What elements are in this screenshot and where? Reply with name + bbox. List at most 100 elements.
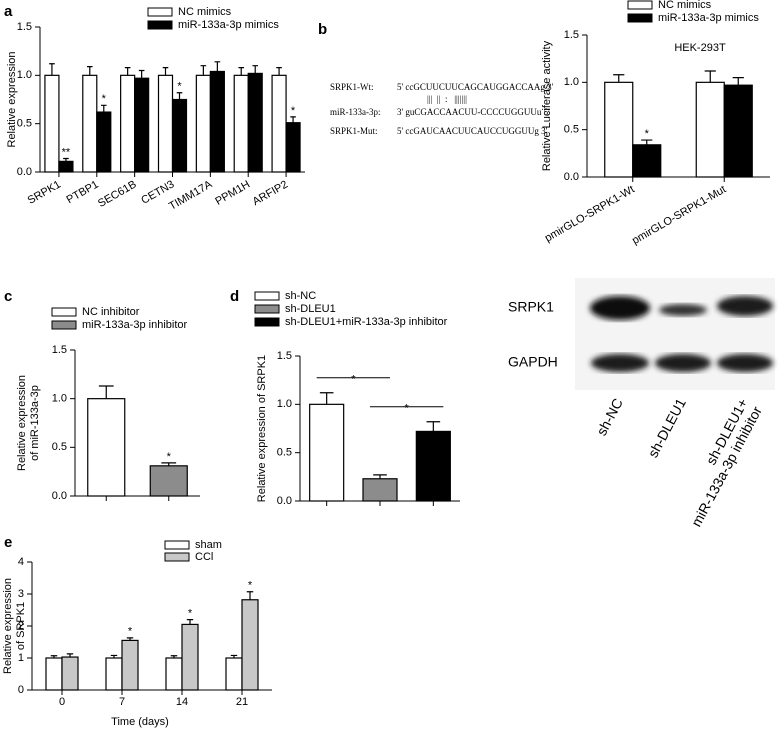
bar — [233, 74, 249, 173]
sequence-text: 5' ccGCUUCUUCAGCAUGGACCAAg 3' — [397, 82, 554, 92]
blot-background — [575, 278, 775, 390]
bar — [171, 98, 188, 173]
bar — [309, 403, 345, 502]
y-tick-label: 3 — [18, 588, 24, 600]
y-tick-label: 1.5 — [17, 21, 32, 33]
y-tick-label: 1.0 — [17, 69, 32, 81]
legend-swatch — [51, 307, 77, 317]
bar — [58, 160, 74, 173]
x-tick-label: SEC61B — [96, 178, 139, 209]
bar — [241, 599, 259, 691]
bar — [723, 84, 753, 178]
bar — [285, 122, 301, 173]
legend-label: sh-DLEU1+miR-133a-3p inhibitor — [285, 316, 448, 328]
legend-label: sh-NC — [285, 290, 316, 302]
bar — [695, 81, 725, 178]
error-bar — [186, 619, 194, 625]
bar — [121, 639, 139, 691]
sequence-text: 5' ccGAUCAACUUCAUCCUGGUUg 3' — [397, 126, 548, 136]
y-tick-label: 1.5 — [52, 344, 67, 356]
x-tick-label: TIMM17A — [167, 178, 215, 213]
bar — [82, 74, 98, 173]
blot-band — [655, 354, 711, 372]
legend-label: sham — [195, 539, 222, 551]
bar — [44, 74, 60, 173]
blot-lane-label: sh-DLEU1 — [644, 395, 689, 460]
legend-swatch — [51, 320, 77, 330]
bar — [195, 74, 211, 173]
error-bar — [161, 462, 177, 466]
blot-lane-label: sh-NC — [593, 396, 626, 439]
y-tick-label: 0.5 — [52, 441, 67, 453]
x-tick-label: pmirGLO-SRPK1-Mut — [630, 183, 728, 247]
legend-label: miR-133a-3p inhibitor — [82, 319, 187, 331]
bracket-label: * — [405, 403, 410, 415]
y-tick-label: 1.0 — [52, 393, 67, 405]
blot-band — [717, 354, 773, 372]
bar — [105, 657, 123, 691]
error-bar — [252, 65, 259, 74]
significance: * — [645, 128, 650, 140]
y-axis-label: of SRPK1 — [15, 602, 27, 650]
bar — [362, 478, 398, 502]
bar — [157, 74, 174, 173]
error-bar — [63, 157, 69, 162]
sequence-label: SRPK1-Mut: — [330, 126, 378, 136]
error-bar — [86, 66, 93, 76]
error-bar — [246, 591, 254, 600]
panel-label: b — [318, 21, 327, 38]
error-bar — [138, 69, 145, 79]
error-bar — [732, 77, 744, 86]
legend-swatch — [147, 7, 173, 17]
x-tick-label: 14 — [176, 696, 188, 708]
error-bar — [176, 92, 183, 100]
bar — [632, 144, 662, 178]
y-tick-label: 0.0 — [17, 166, 32, 178]
y-axis-label: Relative expression — [16, 375, 28, 471]
blot-band — [717, 296, 773, 316]
legend-swatch — [627, 0, 653, 10]
error-bar — [170, 655, 178, 658]
y-tick-label: 0.5 — [564, 124, 579, 136]
error-bar — [276, 67, 282, 76]
error-bar — [426, 421, 441, 432]
y-tick-label: 0.0 — [277, 495, 292, 507]
bar — [415, 430, 451, 502]
bar — [61, 656, 79, 691]
significance: ** — [62, 146, 71, 158]
significance: * — [167, 451, 172, 463]
error-bar — [230, 654, 238, 658]
bar — [271, 74, 287, 173]
legend-swatch — [254, 317, 280, 327]
y-tick-label: 0.5 — [277, 447, 292, 459]
error-bar — [238, 67, 245, 76]
legend-label: NC mimics — [178, 6, 232, 18]
y-tick-label: 1.0 — [564, 76, 579, 88]
bar — [225, 657, 243, 691]
error-bar — [126, 637, 134, 641]
bracket-label: * — [351, 374, 356, 386]
y-tick-label: 2 — [18, 620, 24, 632]
y-tick-label: 0.0 — [564, 171, 579, 183]
error-bar — [66, 653, 74, 658]
y-tick-label: 0 — [18, 684, 24, 696]
y-axis-label: of miR-133a-3p — [29, 385, 41, 461]
legend-label: NC mimics — [658, 0, 712, 11]
error-bar — [98, 385, 114, 399]
sequence-text: 3' guCGACCAACUU-CCCCUGGUUu 5' — [397, 107, 550, 117]
significance: * — [102, 93, 107, 105]
legend-swatch — [164, 552, 190, 562]
bar — [149, 465, 188, 497]
error-bar — [290, 116, 296, 123]
bar — [45, 657, 63, 691]
significance: * — [177, 81, 182, 93]
blot-band — [590, 296, 650, 320]
y-axis-label: Relative expression — [6, 52, 18, 148]
x-tick-label: PPM1H — [213, 178, 252, 207]
sequence-label: miR-133a-3p: — [330, 107, 381, 117]
y-tick-label: 1.0 — [277, 398, 292, 410]
x-tick-label: 21 — [236, 696, 248, 708]
error-bar — [613, 74, 625, 83]
error-bar — [641, 139, 653, 145]
